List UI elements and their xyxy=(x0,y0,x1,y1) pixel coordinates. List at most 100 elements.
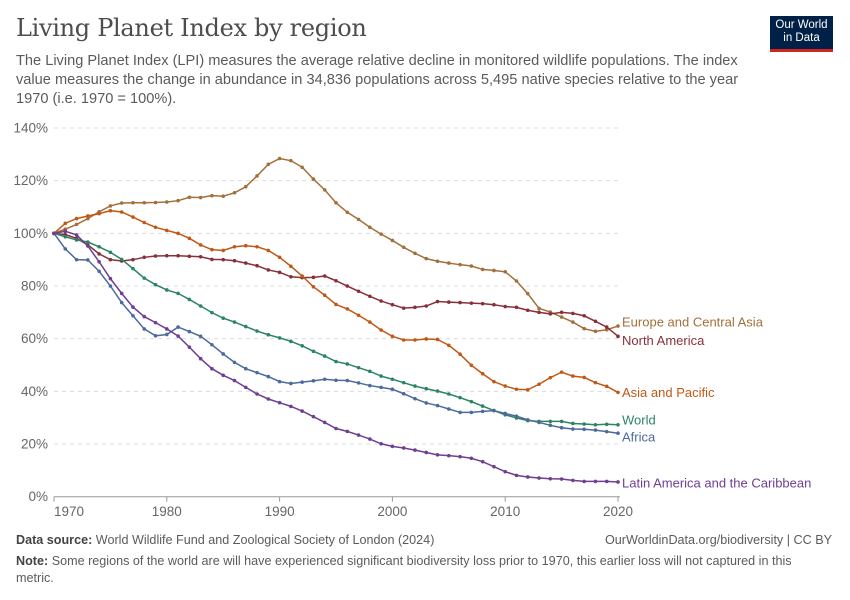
data-point xyxy=(401,306,406,310)
data-point xyxy=(131,266,135,271)
data-point xyxy=(593,329,598,334)
data-point xyxy=(413,448,417,452)
data-point xyxy=(311,414,316,419)
data-point xyxy=(492,268,496,273)
data-point xyxy=(277,400,282,405)
data-point xyxy=(525,387,530,392)
series-latin-america-and-the-caribbean xyxy=(52,229,620,484)
data-point xyxy=(97,259,101,264)
data-point xyxy=(480,459,485,464)
data-point xyxy=(616,423,620,427)
data-point xyxy=(537,420,541,425)
data-point xyxy=(176,334,180,338)
data-point xyxy=(165,253,169,258)
data-point xyxy=(165,228,169,233)
data-point xyxy=(221,257,225,262)
data-point xyxy=(322,293,327,298)
data-point xyxy=(255,174,259,178)
data-point xyxy=(492,464,496,469)
data-point xyxy=(492,408,496,413)
data-point xyxy=(480,267,485,272)
data-point xyxy=(322,420,327,425)
data-point xyxy=(165,332,169,337)
x-tick-label: 1990 xyxy=(265,504,295,519)
data-point xyxy=(311,177,316,181)
data-point xyxy=(368,294,372,299)
y-tick-label: 140% xyxy=(13,121,48,136)
data-point xyxy=(277,255,282,260)
data-source-label: Data source: xyxy=(16,533,93,547)
data-point xyxy=(593,479,598,484)
data-point xyxy=(514,387,519,392)
source-link[interactable]: OurWorldinData.org/biodiversity | CC BY xyxy=(604,533,832,547)
data-point xyxy=(435,403,440,408)
y-tick-label: 80% xyxy=(21,279,48,294)
data-point xyxy=(356,217,361,222)
x-tick-label: 2000 xyxy=(377,504,407,519)
data-point xyxy=(548,476,553,481)
data-point xyxy=(379,299,383,303)
x-tick-label: 2020 xyxy=(603,504,633,519)
data-point xyxy=(311,349,316,354)
series-line xyxy=(53,232,619,434)
data-point xyxy=(74,238,79,242)
data-point xyxy=(165,327,169,331)
data-point xyxy=(559,310,564,315)
data-point xyxy=(97,269,101,274)
data-point xyxy=(480,409,485,414)
data-point xyxy=(559,477,564,481)
data-point xyxy=(334,200,338,205)
data-point xyxy=(582,313,586,318)
data-point xyxy=(559,315,564,319)
note-text: Some regions of the world are will have … xyxy=(16,554,792,585)
data-point xyxy=(345,307,350,311)
data-point xyxy=(604,327,609,332)
series-label: Asia and Pacific xyxy=(622,385,715,400)
series-label: North America xyxy=(622,333,705,348)
data-point xyxy=(266,332,271,337)
data-point xyxy=(176,231,180,236)
data-point xyxy=(424,401,429,405)
data-point xyxy=(86,214,90,218)
data-point xyxy=(289,381,293,386)
data-point xyxy=(63,229,68,234)
data-point xyxy=(86,216,90,221)
data-point xyxy=(187,345,192,349)
data-point xyxy=(108,276,113,281)
data-point xyxy=(165,200,169,204)
note-label: Note: xyxy=(16,554,49,568)
data-point xyxy=(571,374,575,378)
data-point xyxy=(447,392,451,396)
data-point xyxy=(390,387,395,392)
data-point xyxy=(210,257,214,262)
data-point xyxy=(322,274,327,278)
data-point xyxy=(458,300,462,305)
data-point xyxy=(356,289,361,294)
series-labels: Europe and Central Asia North America Asia… xyxy=(622,315,811,491)
data-point xyxy=(345,429,350,434)
data-point xyxy=(74,233,79,237)
data-point xyxy=(266,268,271,272)
data-point xyxy=(334,278,338,283)
data-point xyxy=(582,479,586,484)
data-point xyxy=(334,302,338,307)
data-point xyxy=(176,198,180,203)
data-point xyxy=(131,305,135,309)
owid-logo[interactable]: Our World in Data xyxy=(770,16,833,52)
data-point xyxy=(153,320,158,325)
data-point xyxy=(537,310,541,315)
data-point xyxy=(322,354,327,358)
data-point xyxy=(187,195,192,200)
data-point xyxy=(413,251,417,256)
data-point xyxy=(390,238,395,243)
data-point xyxy=(289,274,293,279)
data-point xyxy=(97,252,101,256)
data-point xyxy=(108,208,113,213)
series-world xyxy=(52,231,620,427)
data-point xyxy=(424,304,429,308)
data-point xyxy=(210,247,214,252)
data-point xyxy=(390,444,395,449)
data-point xyxy=(176,253,180,258)
data-point xyxy=(356,365,361,370)
data-point xyxy=(221,248,225,253)
